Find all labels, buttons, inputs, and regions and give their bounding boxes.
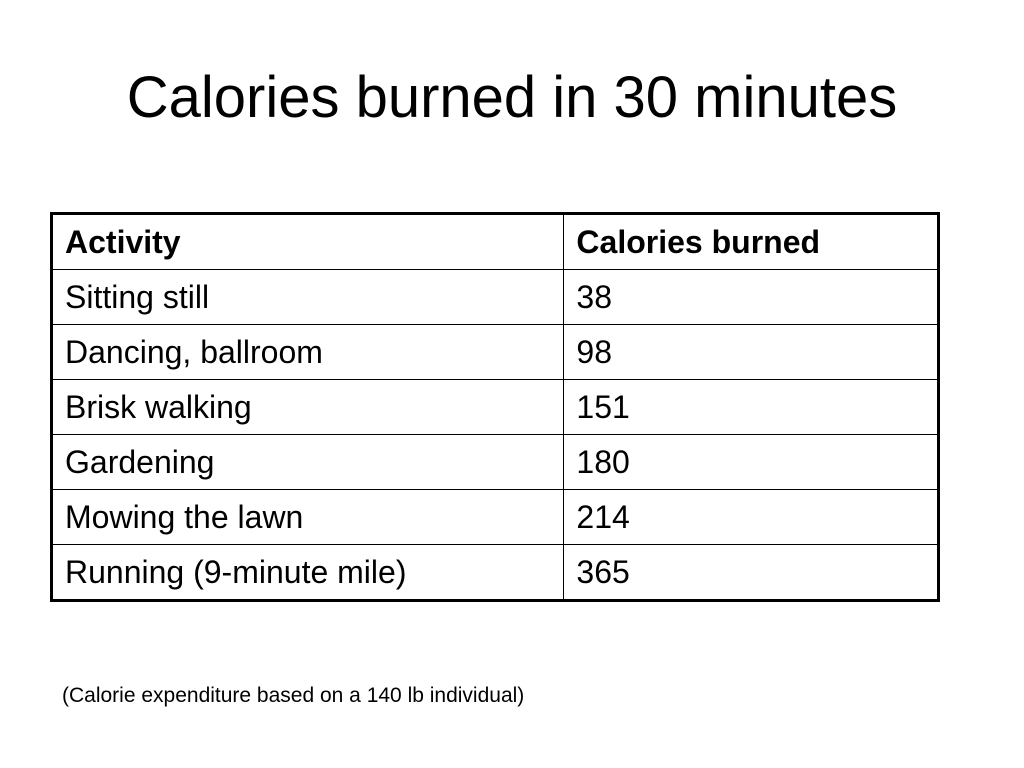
table-row: Mowing the lawn 214: [50, 489, 939, 545]
activity-cell: Gardening: [50, 434, 565, 490]
table-row: Brisk walking 151: [50, 379, 939, 435]
activity-cell: Sitting still: [50, 269, 565, 325]
table-row: Running (9-minute mile) 365: [50, 544, 939, 601]
calories-cell: 151: [563, 379, 939, 435]
slide-title: Calories burned in 30 minutes: [126, 65, 898, 130]
activity-cell: Dancing, ballroom: [50, 324, 565, 380]
table-row: Dancing, ballroom 98: [50, 324, 939, 380]
header-calories-burned: Calories burned: [563, 213, 939, 270]
activity-cell: Brisk walking: [50, 379, 565, 435]
calories-table: Activity Calories burned Sitting still 3…: [50, 212, 940, 602]
footnote: (Calorie expenditure based on a 140 lb i…: [62, 684, 525, 707]
table-row: Gardening 180: [50, 434, 939, 490]
calories-cell: 365: [563, 544, 939, 601]
calories-cell: 180: [563, 434, 939, 490]
activity-cell: Mowing the lawn: [50, 489, 565, 545]
table-row: Sitting still 38: [50, 269, 939, 325]
calories-cell: 98: [563, 324, 939, 380]
header-activity: Activity: [50, 213, 565, 270]
table-header-row: Activity Calories burned: [50, 213, 939, 270]
activity-cell: Running (9-minute mile): [50, 544, 565, 601]
calories-cell: 38: [563, 269, 939, 325]
calories-cell: 214: [563, 489, 939, 545]
